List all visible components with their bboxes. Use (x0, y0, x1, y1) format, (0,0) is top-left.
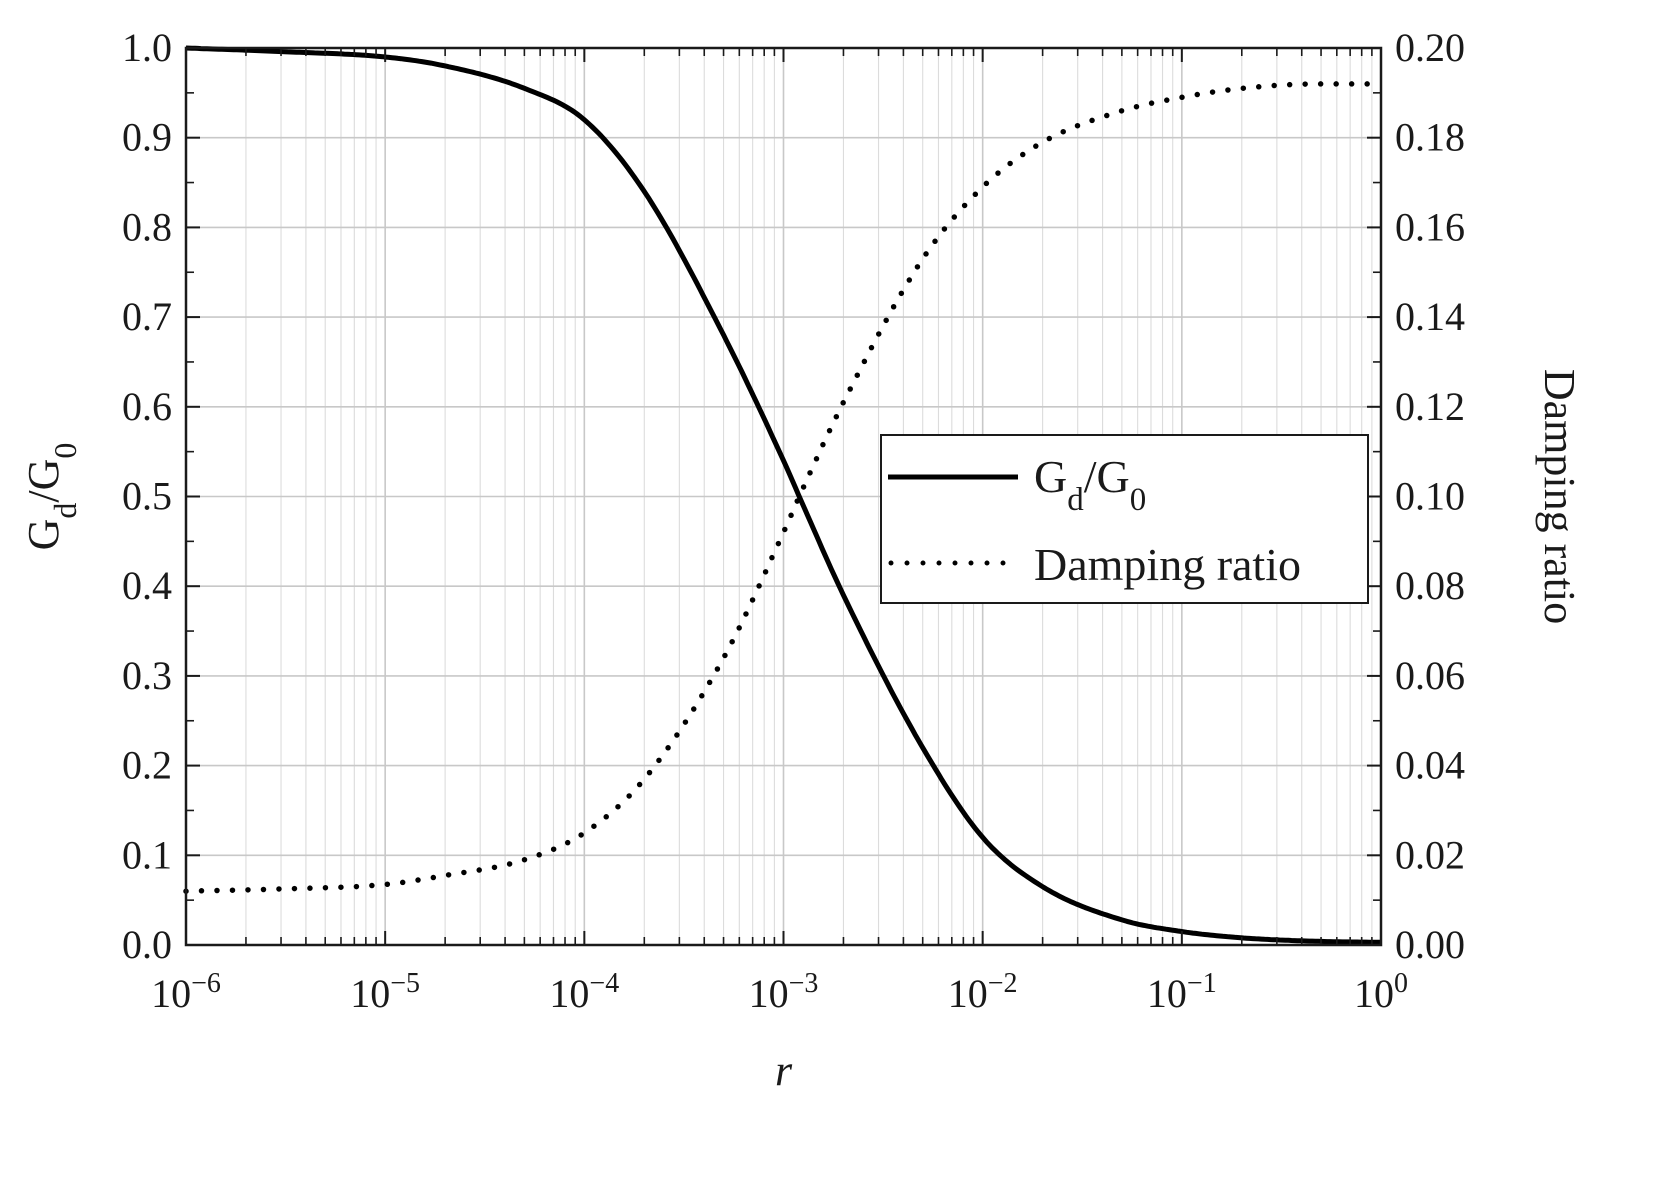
y-axis-title-right: Damping ratio (1535, 369, 1584, 624)
y-right-tick-label: 0.16 (1395, 204, 1465, 249)
x-axis-title: r (775, 1046, 793, 1095)
legend-box (880, 434, 1369, 604)
x-tick-label: 10−4 (549, 968, 619, 1017)
ticks (185, 47, 1382, 946)
y-left-tick-label: 0.6 (122, 384, 172, 429)
x-tick-label: 10−1 (1147, 968, 1217, 1017)
y-right-tick-label: 0.00 (1395, 922, 1465, 967)
y-right-tick-label: 0.14 (1395, 294, 1465, 339)
y-right-tick-label: 0.04 (1395, 743, 1465, 788)
legend-label-gd-g0: Gd/G0 (1034, 451, 1146, 518)
y-left-tick-label: 0.8 (122, 204, 172, 249)
y-left-tick-label: 0.0 (122, 922, 172, 967)
grid (185, 48, 1382, 945)
y-left-tick-label: 0.4 (122, 563, 172, 608)
tick-labels: 10−6 10−5 10−4 10−3 10−2 10−1 100 0.0 0.00 0.1 0.0… (122, 25, 1465, 1016)
legend: Gd/G0 Damping ratio (880, 434, 1369, 604)
y-left-main: G (19, 519, 68, 551)
y-left-tick-label: 0.5 (122, 474, 172, 519)
x-tick-label: 10−3 (749, 968, 819, 1017)
y-left-sub2: 0 (47, 443, 83, 459)
x-tick-label: 10−2 (948, 968, 1018, 1017)
y-right-tick-label: 0.08 (1395, 563, 1465, 608)
y-left-tick-label: 0.9 (122, 115, 172, 160)
y-left-tick-label: 0.7 (122, 294, 172, 339)
y-left-tick-label: 0.3 (122, 653, 172, 698)
y-left-tick-label: 0.1 (122, 832, 172, 877)
y-axis-title-left: Gd/G0 (19, 443, 83, 551)
x-tick-label: 100 (1354, 968, 1408, 1017)
legend-label-damping-ratio: Damping ratio (1034, 539, 1301, 590)
y-left-tick-label: 0.2 (122, 743, 172, 788)
y-left-mid: /G (19, 459, 68, 503)
x-tick-label: 10−5 (350, 968, 420, 1017)
y-right-tick-label: 0.18 (1395, 115, 1465, 160)
y-right-tick-label: 0.02 (1395, 832, 1465, 877)
x-tick-label: 10−6 (151, 968, 221, 1017)
y-left-tick-label: 1.0 (122, 25, 172, 70)
y-right-tick-label: 0.20 (1395, 25, 1465, 70)
y-right-tick-label: 0.10 (1395, 474, 1465, 519)
y-right-tick-label: 0.12 (1395, 384, 1465, 429)
y-right-tick-label: 0.06 (1395, 653, 1465, 698)
series-line-damping (183, 81, 1384, 894)
y-left-sub1: d (47, 503, 83, 519)
